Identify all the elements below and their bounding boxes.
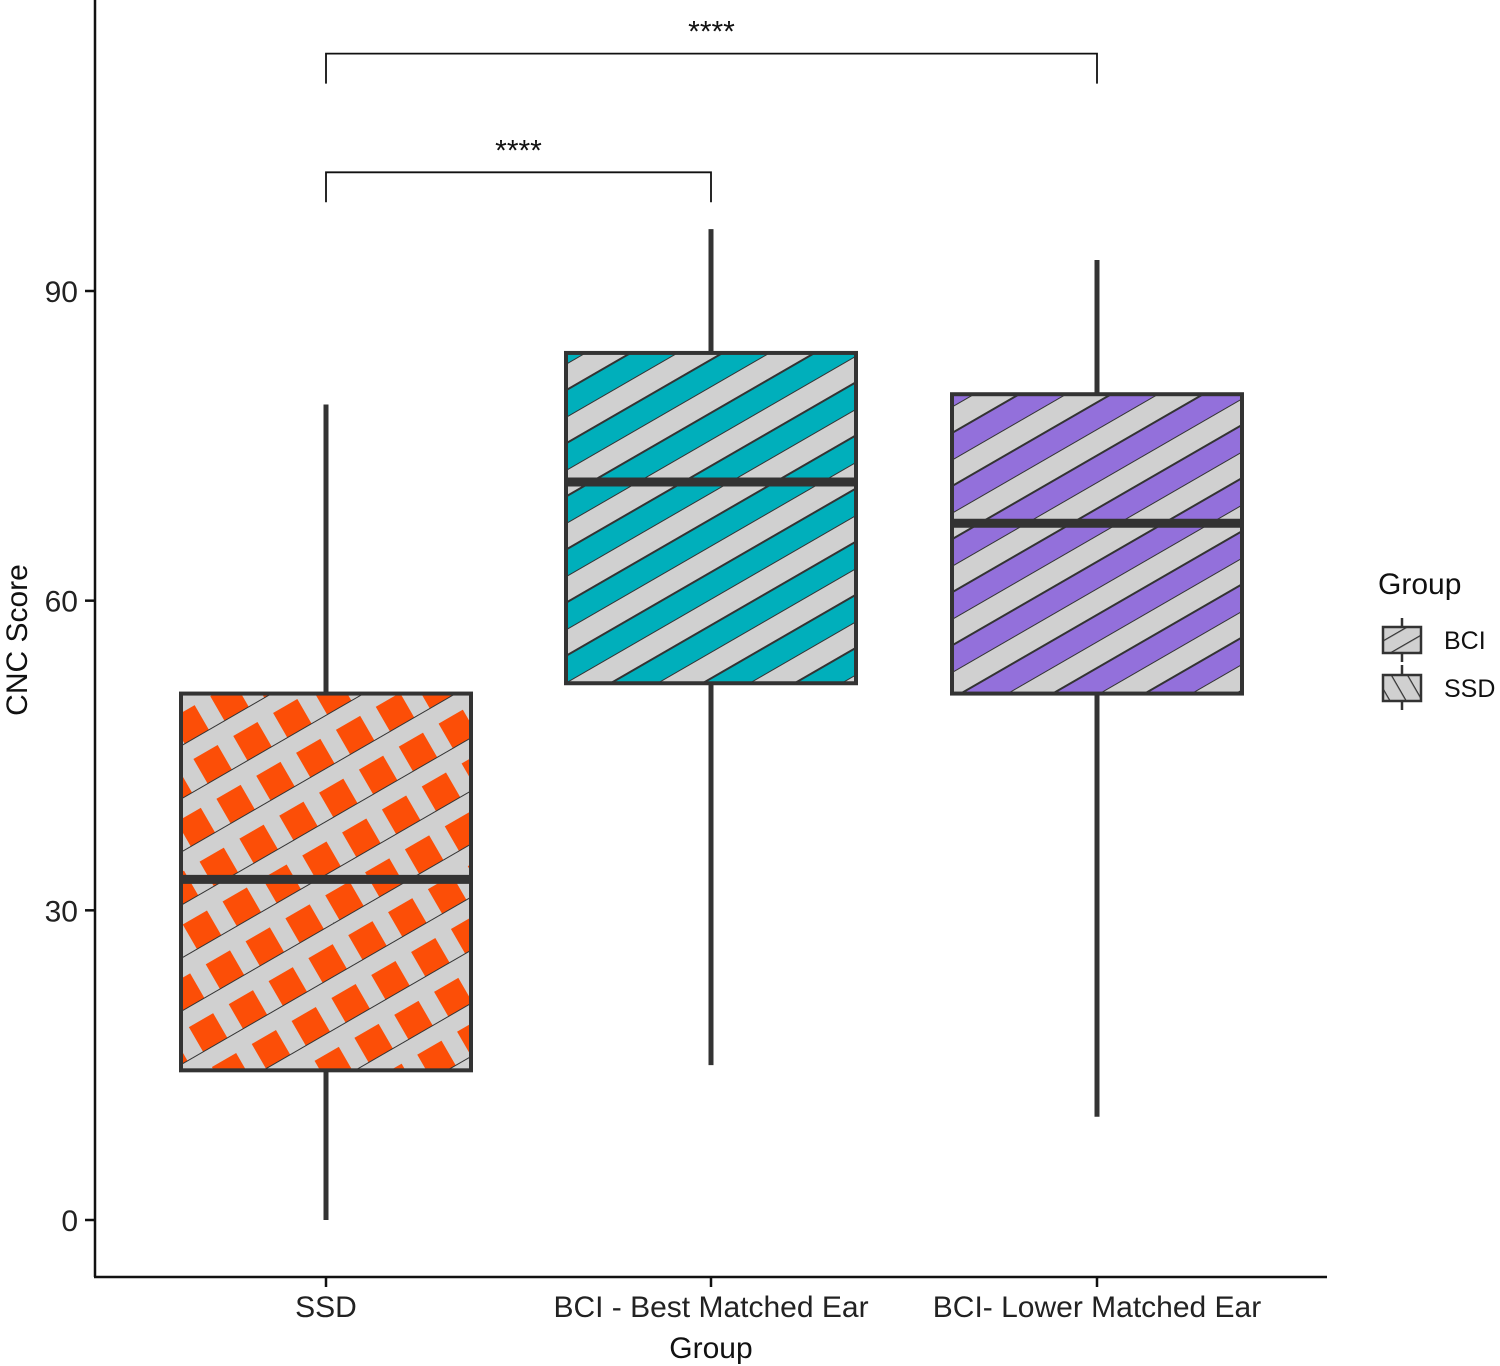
- significance-label: ****: [688, 16, 735, 49]
- x-tick-label: BCI - Best Matched Ear: [553, 1291, 868, 1324]
- legend-label-ssd: SSD: [1444, 675, 1495, 703]
- x-axis-ticks: SSD BCI - Best Matched Ear BCI- Lower Matc…: [295, 1277, 1261, 1324]
- box-bci-best-matched-ear: [564, 229, 858, 1066]
- legend: Group BCI SSD: [1378, 568, 1495, 710]
- y-axis-ticks: 0 30 60 90: [45, 276, 95, 1238]
- significance-bracket: [325, 171, 712, 203]
- box-body: [564, 350, 858, 686]
- plot-area: [179, 229, 1244, 1220]
- box-ssd: [179, 404, 473, 1220]
- box-body: [950, 392, 1244, 696]
- y-tick-label: 30: [45, 895, 78, 928]
- legend-key-bci: [1381, 625, 1423, 655]
- legend-label-bci: BCI: [1444, 627, 1486, 655]
- x-tick-label: SSD: [295, 1291, 357, 1324]
- significance-bracket: [325, 52, 1098, 84]
- box-bci-lower-matched-ear: [950, 260, 1244, 1117]
- legend-entry-ssd: SSD: [1381, 665, 1495, 710]
- significance-brackets: **** ****: [325, 16, 1098, 203]
- significance-label: ****: [495, 134, 542, 167]
- x-axis-title: Group: [669, 1332, 752, 1365]
- legend-title: Group: [1378, 568, 1461, 601]
- y-tick-label: 60: [45, 586, 78, 619]
- legend-entry-bci: BCI: [1381, 618, 1486, 662]
- y-tick-label: 90: [45, 276, 78, 309]
- y-axis-title: CNC Score: [1, 564, 34, 716]
- y-tick-label: 0: [61, 1205, 78, 1238]
- x-tick-label: BCI- Lower Matched Ear: [933, 1291, 1261, 1324]
- legend-key-ssd: [1381, 673, 1423, 703]
